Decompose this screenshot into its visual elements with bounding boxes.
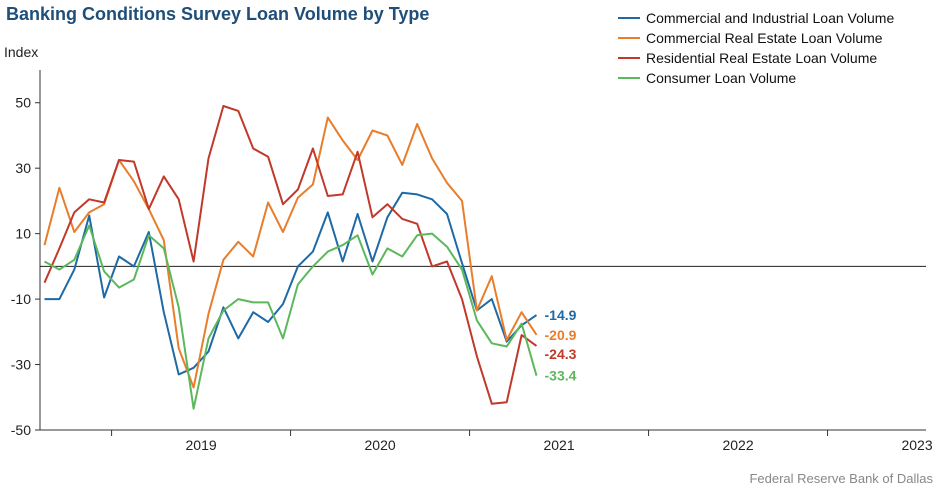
y-axis-label: Index	[4, 44, 39, 60]
legend-swatch	[618, 37, 640, 39]
y-tick-label: -10	[11, 291, 31, 307]
legend-label: Commercial and Industrial Loan Volume	[646, 10, 895, 26]
series-end-label: -33.4	[545, 368, 577, 384]
series-end-label: -24.3	[545, 346, 577, 362]
y-tick-label: 30	[15, 160, 31, 176]
x-tick-label: 2019	[186, 437, 217, 453]
chart-title: Banking Conditions Survey Loan Volume by…	[6, 4, 430, 24]
legend-swatch	[618, 77, 640, 79]
series-line-1	[43, 116, 538, 389]
series-line-2	[43, 105, 538, 405]
source-note: Federal Reserve Bank of Dallas	[749, 471, 933, 486]
legend-label: Commercial Real Estate Loan Volume	[646, 30, 883, 46]
y-tick-label: 50	[15, 95, 31, 111]
legend-label: Residential Real Estate Loan Volume	[646, 50, 878, 66]
series-line-3	[44, 224, 538, 410]
x-tick-label: 2021	[543, 437, 574, 453]
legend-label: Consumer Loan Volume	[646, 70, 797, 86]
x-tick-label: 2020	[365, 437, 396, 453]
x-tick-label: 2022	[722, 437, 753, 453]
legend-item-consumer: Consumer Loan Volume	[618, 68, 894, 88]
series-line-0	[44, 191, 538, 376]
legend-swatch	[618, 17, 640, 19]
y-tick-label: -30	[11, 357, 31, 373]
series-end-label: -14.9	[545, 307, 577, 323]
legend: Commercial and Industrial Loan Volume Co…	[618, 8, 894, 88]
y-tick-label: -50	[11, 422, 31, 438]
legend-item-residential-real-estate: Residential Real Estate Loan Volume	[618, 48, 894, 68]
y-tick-label: 10	[15, 226, 31, 242]
series-end-label: -20.9	[545, 327, 577, 343]
legend-item-commercial-industrial: Commercial and Industrial Loan Volume	[618, 8, 894, 28]
legend-item-commercial-real-estate: Commercial Real Estate Loan Volume	[618, 28, 894, 48]
x-tick-label: 2023	[901, 437, 932, 453]
legend-swatch	[618, 57, 640, 59]
